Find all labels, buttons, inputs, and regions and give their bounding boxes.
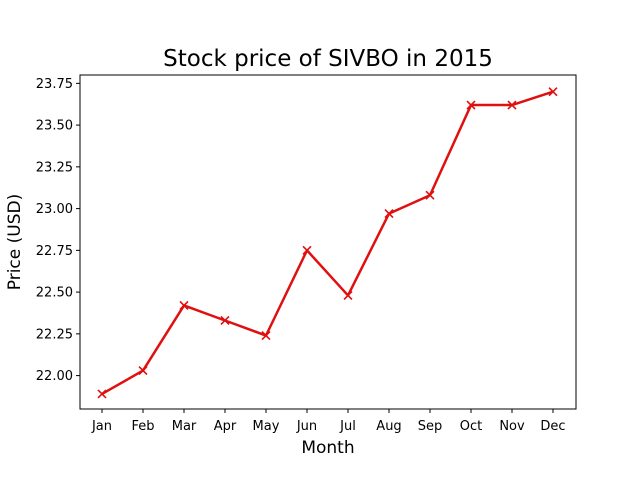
x-axis-title: Month bbox=[301, 438, 354, 458]
data-point-jul bbox=[343, 290, 353, 301]
y-tick-label: 22.25 bbox=[36, 327, 73, 342]
y-axis-title: Price (USD) bbox=[5, 194, 25, 290]
chart-title: Stock price of SIVBO in 2015 bbox=[163, 46, 493, 72]
y-tick-label: 22.00 bbox=[36, 369, 73, 384]
data-point-jun bbox=[302, 245, 312, 255]
x-tick-label: Jan bbox=[91, 419, 112, 434]
x-tick-label: Nov bbox=[499, 419, 525, 434]
x-tick-label: May bbox=[253, 419, 280, 434]
x-tick-label: Jul bbox=[339, 419, 356, 434]
x-tick-label: Aug bbox=[376, 419, 401, 434]
x-tick-label: Mar bbox=[172, 419, 197, 434]
y-tick-label: 22.50 bbox=[36, 286, 73, 301]
series-line bbox=[101, 90, 554, 396]
y-tick-label: 23.75 bbox=[36, 77, 73, 92]
data-point-feb bbox=[138, 366, 148, 376]
data-point-apr bbox=[220, 315, 230, 326]
plot-frame bbox=[79, 74, 577, 410]
data-point-oct bbox=[466, 100, 476, 110]
x-tick-label: Dec bbox=[540, 419, 565, 434]
data-point-nov bbox=[507, 100, 517, 110]
data-point-aug bbox=[384, 209, 394, 219]
x-tick-label: Jun bbox=[296, 419, 317, 434]
x-tick-label: Sep bbox=[418, 419, 443, 434]
x-axis: Jan Feb Mar Apr May Jun Jul Aug Sep Oct Nov Dec bbox=[91, 409, 566, 434]
y-tick-label: 23.25 bbox=[36, 160, 73, 175]
data-point-jan bbox=[97, 389, 107, 399]
y-tick-label: 23.00 bbox=[36, 202, 73, 217]
x-tick-label: Apr bbox=[214, 419, 237, 434]
data-point-mar bbox=[179, 300, 189, 311]
x-tick-label: Feb bbox=[131, 419, 154, 434]
data-point-dec bbox=[548, 87, 558, 97]
x-tick-label: Oct bbox=[460, 419, 482, 434]
data-point-sep bbox=[425, 190, 435, 200]
y-tick-label: 23.50 bbox=[36, 119, 73, 134]
y-tick-label: 22.75 bbox=[36, 244, 73, 259]
series-layer bbox=[97, 87, 558, 399]
y-axis: 22.00 22.25 22.50 22.75 23.00 23.25 23.50 23.75 bbox=[36, 77, 80, 384]
data-point-may bbox=[261, 330, 271, 341]
